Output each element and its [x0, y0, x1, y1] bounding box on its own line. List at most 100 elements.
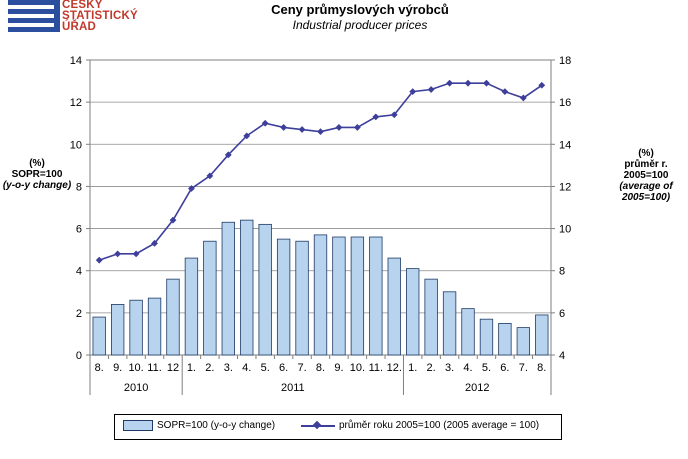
bar: [424, 278, 438, 356]
line-point: [114, 250, 122, 258]
bar: [516, 327, 531, 356]
line-point: [206, 172, 214, 180]
right-axis-label-line: 2005=100: [623, 170, 669, 181]
left-axis-label-line: (%): [29, 158, 45, 169]
right-tick-label: 16: [559, 97, 571, 109]
left-axis-label-line: SOPR=100: [11, 169, 63, 180]
x-tick-label: 6.: [279, 362, 288, 374]
x-tick-label: 11.: [147, 362, 161, 374]
x-tick-label: 5.: [482, 362, 491, 374]
bar: [147, 297, 162, 356]
line-point: [188, 185, 195, 192]
csu-logo: ČESKÝ STATISTICKÝ ÚŘAD: [0, 0, 160, 40]
line-point: [95, 256, 103, 264]
bar: [110, 304, 125, 356]
right-tick-label: 8: [559, 266, 565, 278]
right-tick-label: 12: [559, 181, 571, 193]
x-tick-label: 10.: [350, 362, 365, 374]
x-tick-label: 1.: [187, 362, 196, 374]
logo-line-2: STATISTICKÝ: [62, 10, 138, 22]
right-tick-label: 18: [559, 55, 571, 67]
year-label: 2011: [281, 382, 305, 394]
x-tick-label: 6.: [500, 362, 509, 374]
x-tick-label: 5.: [261, 362, 270, 374]
bar: [129, 299, 143, 356]
line-point: [409, 88, 417, 96]
bar: [295, 240, 309, 356]
left-axis-label-line: (y-o-y change): [2, 180, 72, 191]
x-tick-label: 7.: [297, 362, 306, 374]
logo-line-1: ČESKÝ: [62, 0, 103, 11]
bar: [313, 234, 328, 356]
bar: [479, 318, 494, 356]
legend-item-line: průměr roku 2005=100 (2005 average = 100…: [301, 420, 539, 431]
bar: [535, 314, 549, 356]
line-point: [538, 81, 546, 89]
line-point: [483, 79, 490, 87]
right-tick-label: 4: [559, 350, 565, 362]
legend-line-label: průměr roku 2005=100 (2005 average = 100…: [339, 420, 540, 431]
right-tick-label: 14: [559, 139, 571, 151]
bar: [442, 291, 457, 356]
line-point: [390, 111, 398, 119]
left-tick-label: 2: [76, 308, 82, 320]
line-point: [372, 113, 380, 121]
line-point: [427, 86, 435, 93]
x-tick-label: 8.: [537, 362, 546, 374]
bar: [498, 322, 512, 356]
line-point: [519, 94, 527, 102]
bar: [166, 278, 180, 356]
bar: [240, 219, 254, 356]
x-tick-label: 2.: [427, 362, 436, 374]
line-point: [243, 132, 251, 140]
line-point: [353, 124, 361, 131]
line-point: [298, 126, 306, 133]
year-label: 2010: [124, 382, 148, 394]
left-axis-label: (%) SOPR=100 (y-o-y change): [2, 158, 72, 191]
right-tick-label: 10: [559, 224, 571, 236]
bar: [184, 257, 199, 356]
x-tick-label: 8.: [316, 362, 325, 374]
bar: [203, 240, 217, 356]
right-tick-label: 6: [559, 308, 565, 320]
line-point: [132, 250, 140, 258]
x-tick-label: 9.: [334, 362, 343, 374]
x-tick-label: 4.: [463, 362, 472, 374]
left-tick-label: 8: [76, 181, 82, 193]
x-tick-label: 10.: [128, 362, 143, 374]
line-point: [261, 119, 269, 127]
year-label: 2012: [465, 382, 489, 394]
left-tick-label: 0: [76, 350, 82, 362]
bar: [350, 236, 365, 356]
legend-item-bars: SOPR=100 (y-o-y change): [123, 420, 275, 431]
left-tick-label: 4: [76, 266, 82, 278]
x-tick-label: 2.: [205, 362, 214, 374]
x-tick-label: 12.: [387, 362, 402, 374]
chart-plot: 0 2 4 6 8 10 12 14 4 6 8 10 12 14 16 18 8. 9. 10. 11. 12 1. 2.…: [70, 55, 571, 395]
line-point: [169, 216, 177, 224]
right-axis-label-line: (%): [638, 148, 654, 159]
logo-line-3: ÚŘAD: [62, 21, 97, 33]
right-axis-label: (%) průměr r. 2005=100 (average of 2005=…: [606, 148, 686, 203]
line-point: [317, 128, 324, 136]
chart-legend: SOPR=100 (y-o-y change) průměr roku 2005…: [114, 414, 562, 440]
bar: [332, 236, 346, 356]
x-tick-label: 8.: [95, 362, 104, 374]
chart-title: Ceny průmyslových výrobců: [271, 2, 449, 17]
bar: [221, 221, 235, 356]
x-tick-label: 12: [167, 362, 179, 374]
left-tick-label: 10: [70, 139, 82, 151]
legend-bar-label: SOPR=100 (y-o-y change): [157, 420, 276, 431]
line-point: [335, 124, 343, 131]
logo-mark-icon: [8, 0, 60, 32]
left-tick-label: 14: [70, 55, 82, 67]
bar: [461, 308, 475, 356]
x-tick-label: 3.: [224, 362, 233, 374]
left-tick-label: 12: [70, 97, 82, 109]
line-point: [501, 88, 509, 96]
legend-bar-swatch: [123, 420, 153, 431]
line-point: [151, 239, 158, 247]
right-axis-label-line: (average of: [619, 181, 673, 192]
line-point: [446, 79, 453, 87]
line-point: [224, 151, 232, 159]
